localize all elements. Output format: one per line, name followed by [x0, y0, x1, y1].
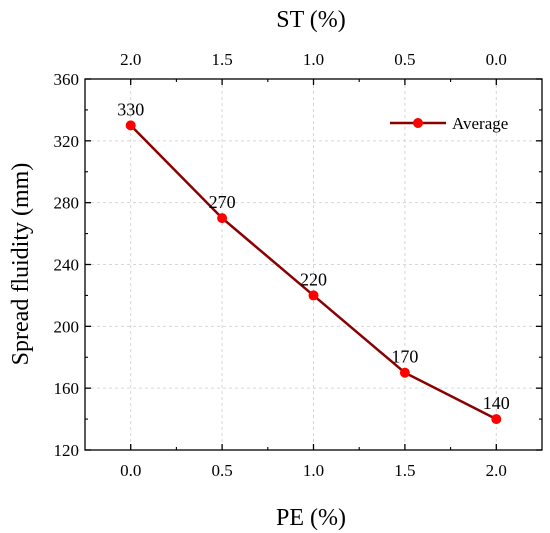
data-point [491, 414, 502, 425]
data-label: 140 [483, 393, 510, 413]
data-labels: 330 270 220 170 140 [117, 99, 510, 413]
legend-label: Average [452, 114, 508, 133]
y-tick-label: 120 [54, 441, 80, 460]
data-label: 220 [300, 269, 327, 289]
x-tick-label: 1.5 [394, 461, 415, 480]
x2-tick-label: 2.0 [120, 50, 141, 69]
x2-tick-label: 1.5 [211, 50, 232, 69]
series [125, 120, 502, 425]
grid [85, 79, 542, 450]
x-tick-label: 0.0 [120, 461, 141, 480]
x-axis-title: PE (%) [276, 505, 346, 531]
y-axis-title: Spread fluidity (mm) [8, 163, 34, 366]
x-tick-label: 2.0 [486, 461, 507, 480]
x-tick-label: 0.5 [211, 461, 232, 480]
x2-tick-label: 1.0 [303, 50, 324, 69]
x2-axis-title: ST (%) [276, 7, 346, 33]
y-tick-label: 320 [54, 132, 80, 151]
x-tick-label: 1.0 [303, 461, 324, 480]
legend-marker [413, 118, 423, 128]
tick-labels: 0.0 2.0 0.5 1.5 1.0 1.0 1.5 0.5 2.0 0.0 120 160 200 2… [54, 50, 507, 480]
data-point [125, 120, 136, 131]
x2-tick-label: 0.0 [486, 50, 507, 69]
y-tick-label: 200 [54, 317, 80, 336]
data-label: 270 [209, 192, 236, 212]
y-tick-label: 240 [54, 256, 80, 275]
data-label: 330 [117, 99, 144, 119]
y-tick-label: 160 [54, 379, 80, 398]
y-tick-label: 280 [54, 194, 80, 213]
plot-frame [84, 78, 543, 451]
data-point [217, 213, 228, 224]
data-point [399, 367, 410, 378]
legend: Average [390, 114, 508, 133]
data-point [308, 290, 319, 301]
x2-tick-label: 0.5 [394, 50, 415, 69]
ticks [85, 78, 542, 451]
y-tick-label: 360 [54, 70, 80, 89]
data-label: 170 [391, 347, 418, 367]
